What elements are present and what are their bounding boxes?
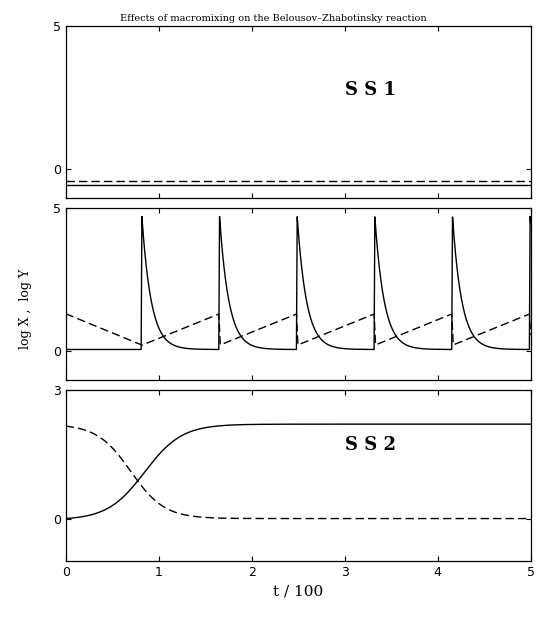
Text: S S 2: S S 2 bbox=[345, 436, 395, 454]
Text: Effects of macromixing on the Belousov–Zhabotinsky reaction: Effects of macromixing on the Belousov–Z… bbox=[120, 14, 427, 23]
Text: log X ,  log Y: log X , log Y bbox=[19, 268, 32, 349]
Text: S S 1: S S 1 bbox=[345, 81, 395, 99]
X-axis label: t / 100: t / 100 bbox=[273, 585, 323, 599]
